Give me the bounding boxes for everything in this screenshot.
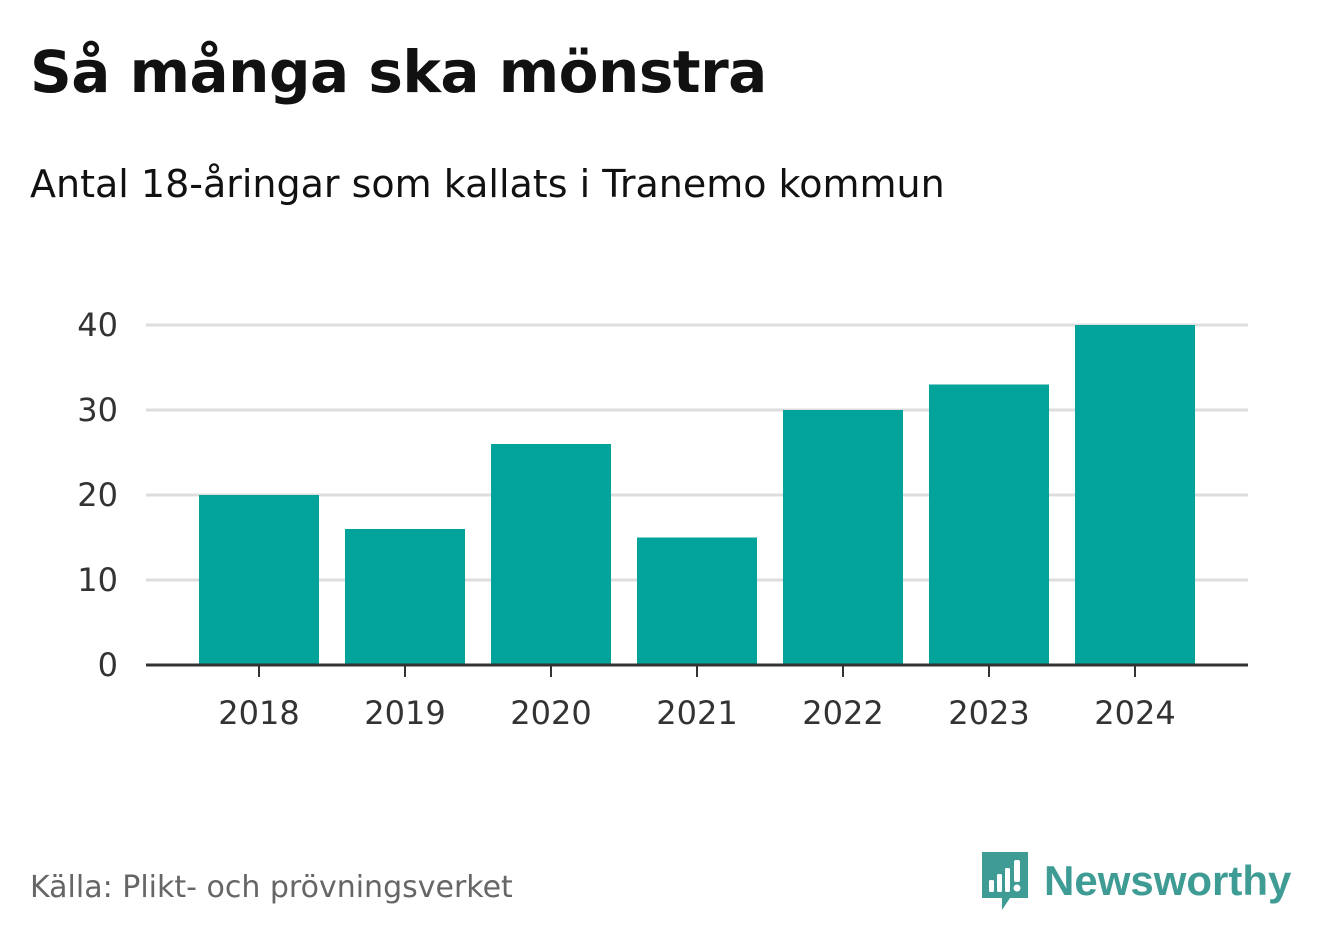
x-tick-label: 2021 [656, 694, 737, 732]
bar-2024 [1075, 325, 1195, 665]
x-tick-label: 2022 [802, 694, 883, 732]
x-tick-label: 2020 [510, 694, 591, 732]
x-tick-label: 2019 [364, 694, 445, 732]
bar-2022 [783, 410, 903, 665]
bar-2023 [929, 384, 1049, 665]
chart-subtitle: Antal 18-åringar som kallats i Tranemo k… [30, 162, 945, 206]
bars [199, 325, 1195, 665]
bar-2018 [199, 495, 319, 665]
x-tick-label: 2023 [948, 694, 1029, 732]
y-tick-label: 30 [77, 391, 118, 429]
bar-2020 [491, 444, 611, 665]
y-tick-label: 40 [77, 306, 118, 344]
brand-logo: Newsworthy [980, 850, 1291, 912]
newsworthy-logo-icon [982, 852, 1028, 910]
y-tick-label: 0 [98, 646, 118, 684]
x-tick-label: 2024 [1094, 694, 1175, 732]
x-tick-label: 2018 [218, 694, 299, 732]
brand-name: Newsworthy [1044, 857, 1292, 904]
y-tick-label: 10 [77, 561, 118, 599]
y-tick-label: 20 [77, 476, 118, 514]
bar-chart: 0 10 20 30 40 2018 2019 2020 2021 2022 2023 2024 [77, 306, 1248, 732]
source-note: Källa: Plikt- och prövningsverket [30, 870, 513, 905]
bar-2021 [637, 537, 757, 665]
bar-2019 [345, 529, 465, 665]
chart-title: Så många ska mönstra [30, 38, 767, 106]
axes: 0 10 20 30 40 2018 2019 2020 2021 2022 2023 2024 [77, 306, 1248, 732]
